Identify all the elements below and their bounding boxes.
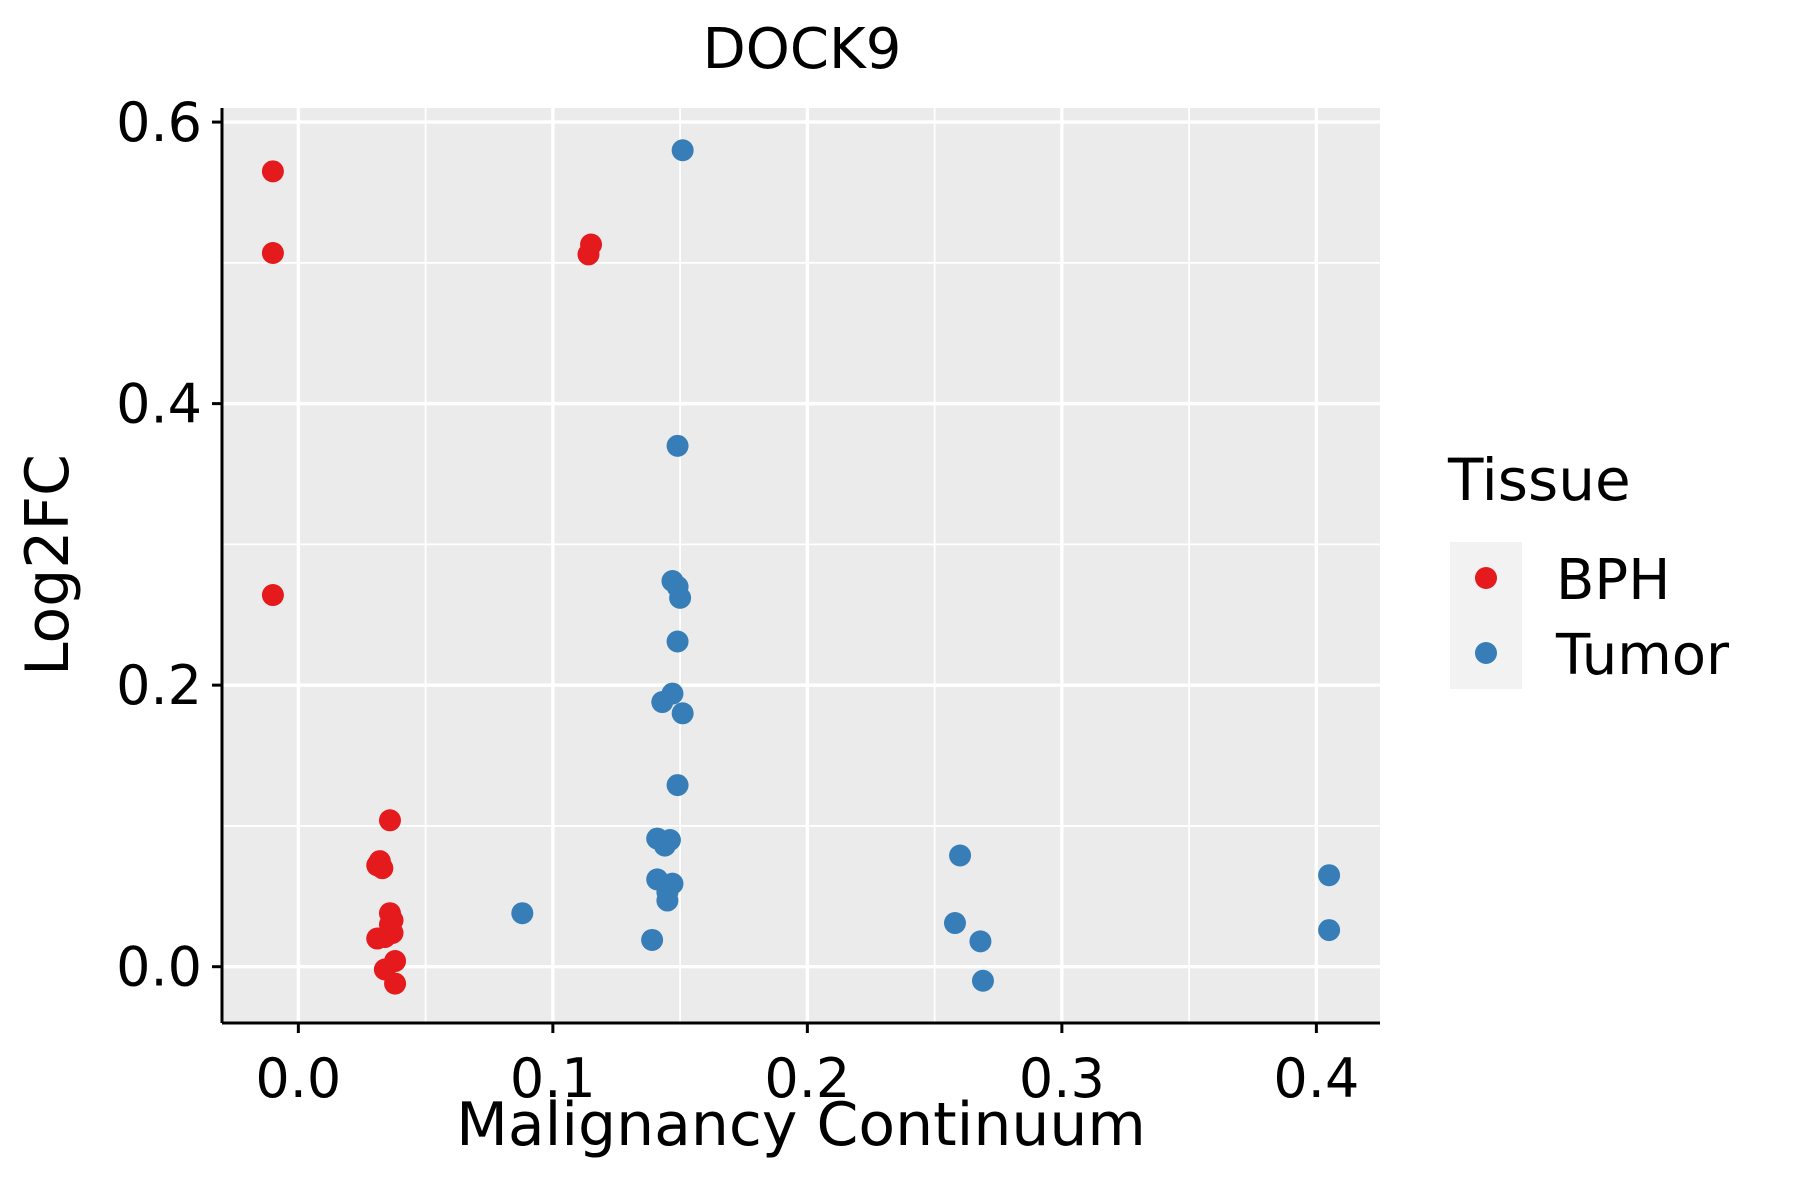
tumor-point <box>666 630 689 653</box>
legend: Tissue BPH Tumor <box>1447 446 1730 689</box>
legend-label-tumor: Tumor <box>1555 623 1730 688</box>
legend-label-bph: BPH <box>1556 548 1670 613</box>
tumor-point <box>666 774 689 797</box>
bph-point <box>261 241 284 264</box>
minor-gridlines <box>222 108 1380 1023</box>
tumor-point <box>653 834 676 857</box>
tumor-point <box>651 691 674 714</box>
bph-point <box>378 809 401 832</box>
tumor-point <box>671 139 694 162</box>
tumor-point <box>1318 919 1341 942</box>
x-axis-ticks: 0.0 0.1 0.2 0.3 0.4 <box>255 1023 1359 1110</box>
bph-point <box>261 584 284 607</box>
data-points <box>261 139 1341 995</box>
bph-point <box>261 160 284 183</box>
x-tick-label: 0.0 <box>255 1047 341 1110</box>
tumor-point <box>656 889 679 912</box>
tumor-point <box>669 586 692 609</box>
x-tick-label: 0.3 <box>1019 1047 1105 1110</box>
bph-point <box>371 857 394 880</box>
y-axis-title: Log2FC <box>13 454 83 676</box>
x-tick-label: 0.2 <box>764 1047 850 1110</box>
tumor-point <box>511 902 534 925</box>
legend-title: Tissue <box>1447 446 1631 514</box>
tumor-point <box>671 702 694 725</box>
tumor-point <box>949 844 972 867</box>
x-axis-title: Malignancy Continuum <box>456 1090 1146 1160</box>
y-tick-label: 0.2 <box>116 654 202 717</box>
y-tick-label: 0.6 <box>116 91 202 154</box>
y-axis-ticks: 0.0 0.2 0.4 0.6 <box>116 91 222 999</box>
tumor-point <box>971 969 994 992</box>
plot-panel <box>222 108 1380 1023</box>
tumor-point <box>969 930 992 953</box>
tumor-point <box>943 912 966 935</box>
legend-key-bph <box>1475 567 1497 589</box>
y-tick-label: 0.0 <box>116 936 202 999</box>
legend-key-background <box>1450 542 1522 689</box>
chart-title: DOCK9 <box>703 17 902 82</box>
major-gridlines <box>222 108 1380 1023</box>
x-tick-label: 0.4 <box>1273 1047 1359 1110</box>
tumor-point <box>1318 864 1341 887</box>
bph-point <box>577 243 600 266</box>
bph-point <box>381 921 404 944</box>
x-tick-label: 0.1 <box>510 1047 596 1110</box>
tumor-point <box>641 928 664 951</box>
tumor-point <box>666 434 689 457</box>
legend-entries: BPH Tumor <box>1450 542 1730 689</box>
y-tick-label: 0.4 <box>116 373 202 436</box>
bph-point <box>384 972 407 995</box>
legend-key-tumor <box>1475 642 1497 664</box>
